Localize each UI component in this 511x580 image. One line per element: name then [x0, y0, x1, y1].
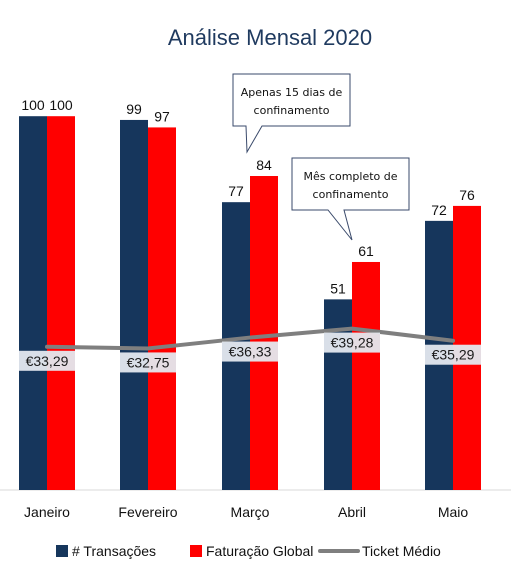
ticket-label-fevereiro: €32,75 [127, 354, 170, 370]
ticket-label-maio: €35,29 [432, 347, 475, 363]
legend: # Transações Faturação Global Ticket Médio [56, 543, 441, 559]
bar-transacoes-fevereiro [120, 119, 148, 491]
legend-label-ticket-medio: Ticket Médio [362, 543, 441, 559]
value-label-faturacao-global-fevereiro: 97 [154, 108, 170, 124]
legend-swatch-faturacao-global [190, 545, 202, 557]
legend-label-transacoes: # Transações [72, 543, 156, 559]
legend-swatch-transacoes [56, 545, 68, 557]
value-label-faturacao-global-marco: 84 [256, 157, 272, 173]
annotation-callout-abril [291, 157, 410, 241]
ticket-label-bg-abril [324, 332, 380, 353]
legend-label-faturacao-global: Faturação Global [206, 543, 313, 559]
annotation-callout-marco [232, 73, 351, 154]
category-label-maio: Maio [438, 504, 469, 520]
ticket-label-bg-marco [222, 341, 278, 362]
bar-faturacao-global-fevereiro [148, 127, 176, 490]
category-axis-labels: Janeiro Fevereiro Março Abril Maio [24, 504, 468, 520]
category-label-fevereiro: Fevereiro [118, 504, 177, 520]
ticket-label-marco: €36,33 [229, 344, 272, 360]
ticket-line-layer [45, 326, 455, 351]
ticket-label-bg-janeiro [19, 350, 75, 371]
value-label-transacoes-janeiro: 100 [21, 97, 45, 113]
annotation-text-marco-1: Apenas 15 dias de [241, 86, 343, 99]
value-label-faturacao-global-maio: 76 [459, 187, 475, 203]
category-label-marco: Março [231, 504, 270, 520]
annotations-layer: Apenas 15 dias de confinamento Mês complet… [232, 73, 410, 241]
value-label-faturacao-global-janeiro: 100 [49, 97, 73, 113]
category-label-abril: Abril [338, 504, 366, 520]
value-label-transacoes-fevereiro: 99 [126, 101, 142, 117]
value-label-transacoes-maio: 72 [431, 202, 447, 218]
data-labels-layer: 100 100 99 97 77 84 51 61 72 76 €33,29 €32,75 €36,33… [19, 97, 481, 373]
ticket-label-janeiro: €33,29 [26, 353, 69, 369]
ticket-label-abril: €39,28 [331, 335, 374, 351]
bars-layer [19, 116, 481, 491]
chart-title: Análise Mensal 2020 [168, 25, 372, 50]
ticket-medio-line [45, 326, 455, 351]
bar-faturacao-global-marco [250, 176, 278, 490]
annotation-text-abril-1: Mês completo de [303, 170, 397, 183]
bar-faturacao-global-abril [352, 261, 380, 490]
bar-transacoes-janeiro [19, 116, 47, 490]
bar-faturacao-global-janeiro [47, 116, 75, 490]
annotation-text-abril-2: confinamento [313, 188, 389, 201]
ticket-label-bg-maio [425, 344, 481, 365]
category-label-janeiro: Janeiro [24, 504, 70, 520]
annotation-text-marco-2: confinamento [254, 104, 330, 117]
value-label-transacoes-abril: 51 [330, 280, 346, 296]
value-label-faturacao-global-abril: 61 [358, 243, 374, 259]
value-label-transacoes-marco: 77 [228, 183, 244, 199]
ticket-label-bg-fevereiro [120, 352, 176, 373]
